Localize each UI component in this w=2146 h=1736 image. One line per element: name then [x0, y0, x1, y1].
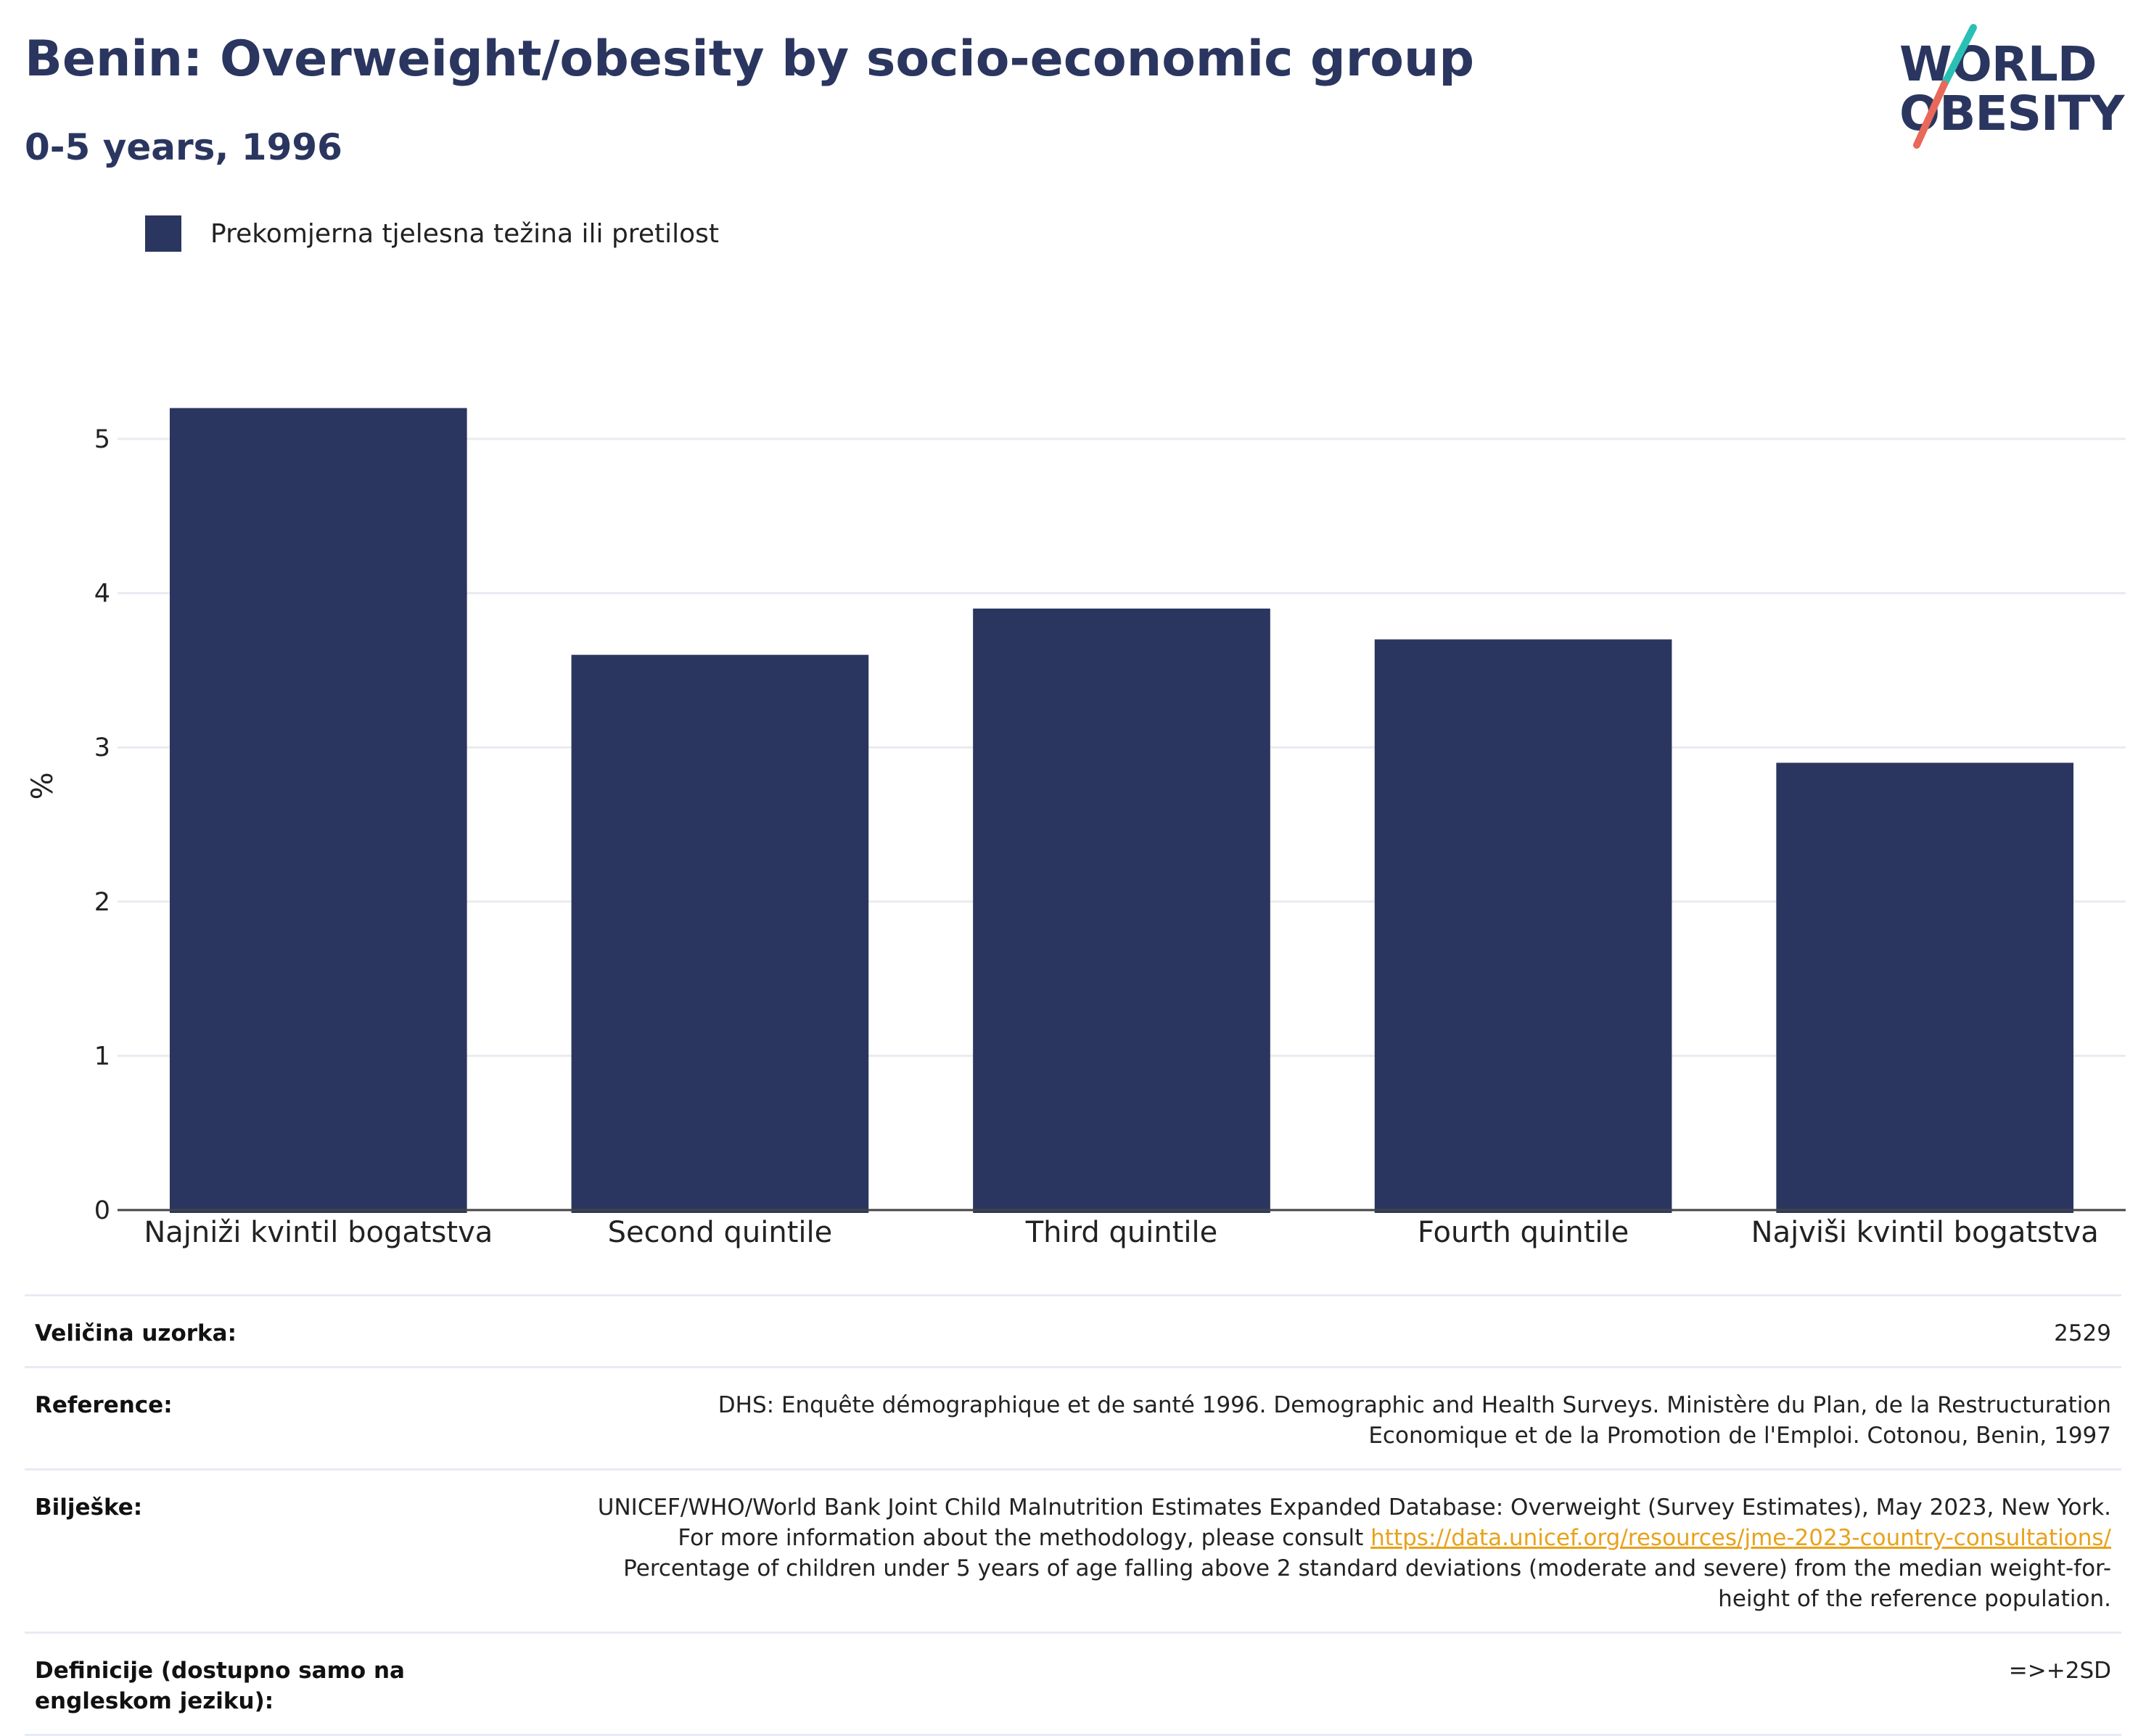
- y-tick-label: 3: [94, 733, 110, 762]
- y-tick-label: 0: [94, 1196, 110, 1225]
- x-tick-label: Second quintile: [608, 1216, 833, 1249]
- legend-label: Prekomjerna tjelesna težina ili pretilos…: [210, 218, 719, 249]
- logo-word-world: WORLD: [1899, 36, 2097, 92]
- logo-slash-top: [1941, 24, 1977, 88]
- definitions-row: Definicije (dostupno samo na engleskom j…: [25, 1632, 2121, 1736]
- y-tick-label: 4: [94, 580, 110, 609]
- chart-title: Benin: Overweight/obesity by socio-econo…: [25, 30, 1475, 88]
- y-tick-label: 2: [94, 888, 110, 917]
- bar: [571, 654, 869, 1213]
- world-obesity-logo[interactable]: WORLD OBESITY: [1886, 22, 2133, 152]
- x-tick-label: Najviši kvintil bogatstva: [1751, 1216, 2099, 1249]
- references-row: Reference: DHS: Enquête démographique et…: [25, 1366, 2121, 1468]
- bar-chart: 0 1 2 3 4 5% Najniži kvintil bogatstva Second q…: [26, 408, 2126, 1249]
- notes-row: Bilješke: UNICEF/WHO/World Bank Joint Ch…: [25, 1468, 2121, 1632]
- notes-text-before: UNICEF/WHO/World Bank Joint Child Malnut…: [597, 1494, 2111, 1551]
- x-tick-label: Third quintile: [1025, 1216, 1217, 1249]
- notes-text-after: Percentage of children under 5 years of …: [623, 1555, 2111, 1612]
- references-label: Reference:: [35, 1392, 173, 1418]
- y-axis-label: %: [26, 772, 59, 799]
- definitions-value: =>+2SD: [2008, 1658, 2111, 1684]
- x-tick-label: Fourth quintile: [1418, 1216, 1629, 1249]
- notes-value: UNICEF/WHO/World Bank Joint Child Malnut…: [580, 1492, 2111, 1614]
- chart-subtitle: 0-5 years, 1996: [25, 126, 342, 168]
- info-table: Veličina uzorka: 2529 Reference: DHS: En…: [25, 1294, 2121, 1736]
- notes-label: Bilješke:: [35, 1494, 143, 1521]
- y-tick-label: 1: [94, 1042, 110, 1071]
- logo-slash-bottom: [1913, 81, 1948, 149]
- bar: [973, 608, 1270, 1213]
- definitions-label: Definicije (dostupno samo na engleskom j…: [35, 1658, 405, 1714]
- sample-size-row: Veličina uzorka: 2529: [25, 1294, 2121, 1366]
- references-value: DHS: Enquête démographique et de santé 1…: [718, 1392, 2111, 1449]
- sample-size-label: Veličina uzorka:: [35, 1320, 237, 1346]
- bar: [1776, 762, 2074, 1213]
- logo-slash-icon: [1913, 24, 1977, 149]
- y-tick-label: 5: [94, 425, 110, 454]
- notes-methodology-link[interactable]: https://data.unicef.org/resources/jme-20…: [1370, 1525, 2111, 1551]
- bar: [1374, 639, 1672, 1213]
- chart-legend[interactable]: Prekomjerna tjelesna težina ili pretilos…: [145, 215, 719, 252]
- legend-swatch: [145, 215, 181, 252]
- x-tick-label: Najniži kvintil bogatstva: [144, 1216, 493, 1249]
- sample-size-value: 2529: [2054, 1320, 2111, 1346]
- bar: [169, 408, 467, 1213]
